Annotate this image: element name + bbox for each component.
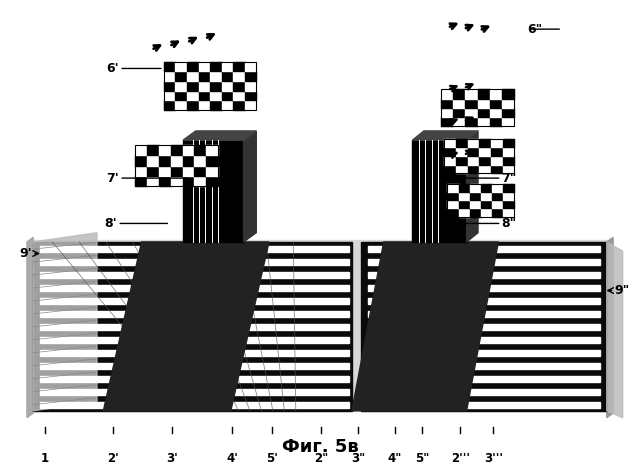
FancyBboxPatch shape [40, 298, 349, 304]
FancyBboxPatch shape [368, 350, 600, 356]
FancyBboxPatch shape [40, 350, 349, 356]
FancyBboxPatch shape [412, 140, 467, 242]
Polygon shape [607, 237, 613, 418]
FancyBboxPatch shape [368, 246, 600, 252]
Polygon shape [412, 131, 478, 140]
FancyBboxPatch shape [368, 259, 600, 265]
Text: 6": 6" [527, 23, 542, 36]
FancyBboxPatch shape [362, 242, 607, 411]
Text: 2''': 2''' [451, 452, 470, 465]
FancyBboxPatch shape [368, 298, 600, 304]
FancyBboxPatch shape [40, 246, 349, 252]
Text: Фиг. 5в: Фиг. 5в [282, 438, 358, 456]
Text: 3''': 3''' [484, 452, 503, 465]
FancyBboxPatch shape [33, 242, 352, 411]
Polygon shape [33, 233, 97, 411]
Text: 8': 8' [105, 217, 117, 230]
Polygon shape [27, 237, 33, 418]
FancyBboxPatch shape [368, 337, 600, 343]
FancyBboxPatch shape [183, 140, 244, 242]
Text: 3": 3" [351, 452, 365, 465]
Text: 3': 3' [166, 452, 178, 465]
FancyBboxPatch shape [368, 376, 600, 382]
FancyBboxPatch shape [40, 324, 349, 330]
Text: 4": 4" [387, 452, 402, 465]
FancyBboxPatch shape [368, 401, 600, 408]
FancyBboxPatch shape [368, 363, 600, 369]
Text: 4': 4' [226, 452, 238, 465]
Text: 2': 2' [107, 452, 119, 465]
FancyBboxPatch shape [368, 311, 600, 317]
Polygon shape [352, 242, 499, 411]
Text: 9': 9' [19, 247, 32, 260]
FancyBboxPatch shape [40, 389, 349, 394]
FancyBboxPatch shape [40, 376, 349, 382]
FancyBboxPatch shape [40, 285, 349, 291]
Polygon shape [607, 242, 623, 418]
FancyBboxPatch shape [40, 311, 349, 317]
Text: 7': 7' [106, 172, 119, 185]
Text: 7": 7" [502, 172, 517, 185]
Text: 8": 8" [502, 217, 517, 230]
FancyBboxPatch shape [40, 401, 349, 408]
FancyBboxPatch shape [368, 324, 600, 330]
FancyBboxPatch shape [368, 389, 600, 394]
FancyBboxPatch shape [40, 363, 349, 369]
Text: 9": 9" [614, 284, 630, 297]
Text: 6': 6' [107, 62, 119, 75]
Polygon shape [183, 131, 256, 140]
FancyBboxPatch shape [40, 272, 349, 278]
Text: 5": 5" [415, 452, 429, 465]
FancyBboxPatch shape [368, 272, 600, 278]
FancyBboxPatch shape [40, 337, 349, 343]
Text: 1: 1 [41, 452, 49, 465]
Text: 2": 2" [314, 452, 328, 465]
FancyBboxPatch shape [40, 259, 349, 265]
FancyBboxPatch shape [33, 240, 607, 411]
Text: 5': 5' [266, 452, 278, 465]
FancyBboxPatch shape [368, 285, 600, 291]
Polygon shape [244, 131, 256, 242]
Polygon shape [467, 131, 478, 242]
Polygon shape [103, 242, 269, 411]
